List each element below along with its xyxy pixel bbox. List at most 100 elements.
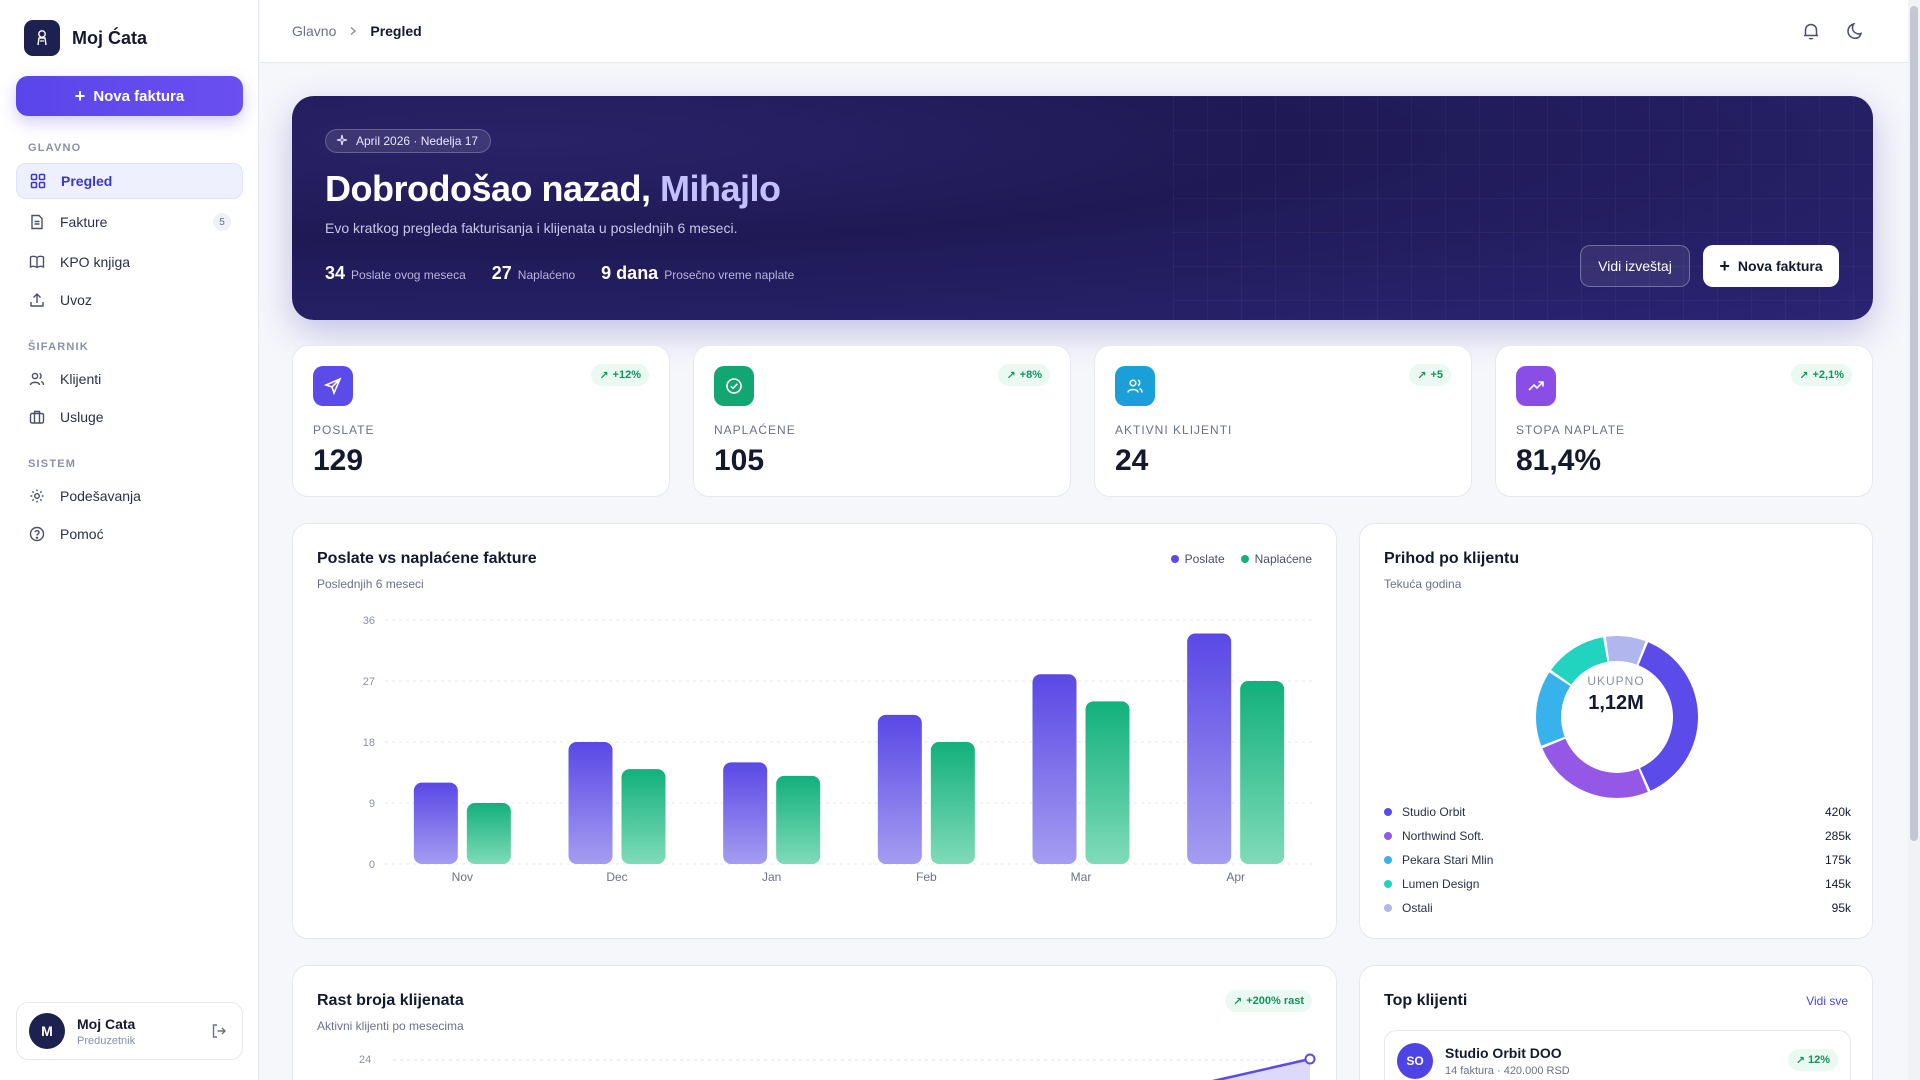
bar-naplaćene-jan[interactable] (776, 775, 821, 864)
client-legend-row: Pekara Stari Mlin 175k (1384, 850, 1851, 870)
sidebar-item-label: Pomoć (60, 526, 104, 542)
donut-slice-0[interactable] (1638, 642, 1698, 791)
see-all-link[interactable]: Vidi sve (1806, 994, 1848, 1008)
kpi-delta-value: +5 (1430, 369, 1443, 381)
bar-poslate-nov[interactable] (413, 782, 458, 864)
y-tick-label: 0 (369, 859, 375, 871)
sparkle-icon (336, 134, 348, 149)
legend-dot (1384, 832, 1392, 840)
hero-new-invoice-label: Nova faktura (1737, 258, 1823, 274)
hero-stat-value: 34 (325, 263, 346, 283)
card-title: Top klijenti (1384, 992, 1468, 1009)
donut-slice-2[interactable] (1536, 672, 1571, 746)
sidebar-item-services[interactable]: Usluge (16, 399, 243, 435)
chart-legend: Poslate Naplaćene (1170, 552, 1312, 566)
avatar: M (29, 1013, 65, 1049)
hero-stats: 34 Poslate ovog meseca 27 Naplaćeno 9 dana… (325, 263, 794, 284)
sidebar-item-kpo[interactable]: KPO knjiga (16, 244, 243, 280)
hero-stat-label: Naplaćeno (517, 268, 576, 282)
plus-icon: + (74, 86, 86, 106)
card-title: Poslate vs naplaćene fakture (317, 550, 537, 567)
client-legend-name: Lumen Design (1402, 877, 1480, 891)
sidebar-item-import[interactable]: Uvoz (16, 282, 243, 318)
client-legend-name: Pekara Stari Mlin (1402, 853, 1494, 867)
donut-slice-1[interactable] (1542, 738, 1648, 798)
card-subtitle: Aktivni klijenti po mesecima (317, 1019, 464, 1033)
moon-icon[interactable] (1844, 20, 1866, 42)
bar-naplaćene-feb[interactable] (930, 742, 975, 864)
new-invoice-button[interactable]: + Nova faktura (16, 76, 243, 116)
card-subtitle: Poslednjih 6 meseci (317, 577, 424, 591)
book-icon (28, 253, 46, 271)
revenue-by-client-card: Prihod po klijentu Tekuća godina UKUPNO … (1359, 523, 1873, 939)
logout-icon[interactable] (210, 1022, 228, 1045)
page-scrollbar[interactable] (1908, 0, 1920, 1080)
hero-stat-avg-time: 9 dana Prosečno vreme naplate (601, 263, 794, 284)
sidebar-item-label: Fakture (60, 214, 108, 230)
legend-dot (1170, 555, 1179, 563)
bar-poslate-apr[interactable] (1187, 633, 1232, 864)
client-growth-card: Rast broja klijenata Aktivni klijenti po… (292, 965, 1337, 1080)
bar-poslate-jan[interactable] (723, 762, 768, 864)
sidebar-item-invoices[interactable]: Fakture 5 (16, 204, 243, 240)
x-tick-label: Jan (762, 870, 781, 884)
section-label-catalog: ŠIFARNIK (28, 341, 89, 353)
donut-center-label: UKUPNO (1587, 674, 1645, 688)
send-icon (313, 366, 353, 406)
scrollbar-thumb[interactable] (1910, 6, 1918, 841)
view-report-button[interactable]: Vidi izveštaj (1580, 245, 1690, 287)
sidebar-item-overview[interactable]: Pregled (16, 163, 243, 199)
donut-slice-3[interactable] (1551, 637, 1608, 685)
welcome-hero: April 2026 · Nedelja 17 Dobrodošao nazad… (292, 96, 1873, 320)
client-legend-name: Ostali (1402, 901, 1433, 915)
bar-naplaćene-nov[interactable] (466, 803, 511, 864)
client-legend-name: Northwind Soft. (1402, 829, 1485, 843)
kpi-card-sent: ↗ +12% POSLATE 129 (292, 345, 670, 497)
arrow-up-right-icon: ↗ (599, 369, 609, 382)
brand[interactable]: Moj Ćata (24, 20, 147, 56)
sidebar-item-settings[interactable]: Podešavanja (16, 478, 243, 514)
trending-up-icon: ↗ (1795, 1054, 1805, 1067)
user-card[interactable]: M Moj Cata Preduzetnik (16, 1002, 243, 1060)
kpi-label: POSLATE (313, 423, 375, 437)
users-icon (28, 370, 46, 388)
bar-poslate-mar[interactable] (1032, 674, 1077, 864)
hero-stat-label: Prosečno vreme naplate (664, 268, 795, 282)
app-name: Moj Ćata (72, 27, 148, 48)
y-tick-label: 24 (359, 1054, 372, 1066)
legend-dot (1384, 856, 1392, 864)
bar-naplaćene-mar[interactable] (1085, 701, 1130, 864)
bar-naplaćene-apr[interactable] (1240, 681, 1285, 864)
client-legend-value: 420k (1824, 805, 1851, 819)
sidebar-item-label: KPO knjiga (60, 254, 131, 270)
gear-icon (28, 487, 46, 505)
bar-naplaćene-dec[interactable] (621, 769, 666, 864)
hero-title-name: Mihajlo (660, 168, 781, 209)
kpi-label: NAPLAĆENE (714, 423, 796, 437)
breadcrumb-root[interactable]: Glavno (292, 23, 337, 39)
donut-slice-4[interactable] (1605, 636, 1646, 665)
growth-line-chart (393, 1053, 1316, 1080)
x-tick-label: Mar (1071, 870, 1092, 884)
bar-poslate-feb[interactable] (877, 714, 922, 864)
client-name: Studio Orbit DOO (1445, 1045, 1562, 1061)
sidebar-item-help[interactable]: Pomoć (16, 516, 243, 552)
hero-title-prefix: Dobrodošao nazad, (325, 168, 661, 209)
kpi-delta-badge: ↗ +12% (591, 364, 649, 386)
kpi-delta-badge: ↗ +2,1% (1791, 364, 1852, 386)
invoices-bar-chart-card: Poslate vs naplaćene fakture Poslednjih … (292, 523, 1337, 939)
breadcrumb: Glavno Pregled (292, 23, 422, 39)
legend-item-paid: Naplaćene (1240, 552, 1312, 566)
users-icon (1115, 366, 1155, 406)
bell-icon[interactable] (1800, 20, 1822, 42)
kpi-delta-badge: ↗ +5 (1409, 364, 1451, 386)
upload-icon (28, 291, 46, 309)
hero-new-invoice-button[interactable]: + Nova faktura (1703, 245, 1839, 287)
legend-dot (1384, 880, 1392, 888)
bar-poslate-dec[interactable] (568, 742, 613, 864)
date-pill-text: April 2026 · Nedelja 17 (356, 134, 479, 148)
growth-line (1212, 1057, 1311, 1080)
sidebar-item-clients[interactable]: Klijenti (16, 361, 243, 397)
top-client-row[interactable]: SO Studio Orbit DOO 14 faktura · 420.000… (1384, 1030, 1851, 1080)
card-title: Prihod po klijentu (1384, 550, 1520, 567)
